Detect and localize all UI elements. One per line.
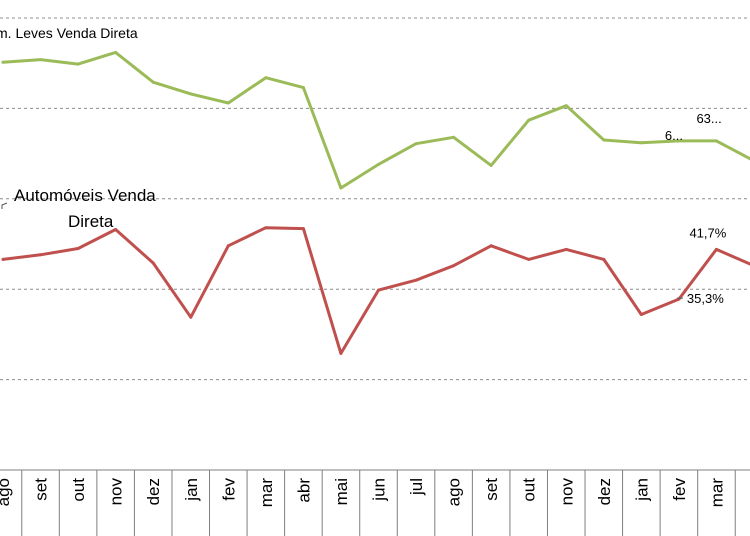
data-point xyxy=(639,313,643,316)
data-point xyxy=(151,80,155,84)
series-label-automoveis-line1: Automóveis Venda xyxy=(14,186,156,205)
x-axis xyxy=(0,469,750,536)
data-point xyxy=(714,247,718,251)
data-point xyxy=(414,278,418,282)
x-tick-label: nov xyxy=(107,478,126,506)
data-point xyxy=(114,228,118,231)
data-point xyxy=(414,142,418,146)
data-label: 41,7% xyxy=(689,225,726,240)
data-point xyxy=(452,135,456,139)
data-point xyxy=(602,257,606,261)
data-point xyxy=(1,60,5,64)
x-tick-labels: ago set out nov dez jan fev mar abr mai jun jul ago s… xyxy=(0,478,726,508)
data-point xyxy=(527,257,531,261)
data-point xyxy=(377,288,380,292)
x-tick-label: mai xyxy=(332,478,351,505)
data-point xyxy=(301,227,305,231)
data-point xyxy=(714,139,718,143)
x-tick-label: out xyxy=(520,478,539,502)
x-tick-label: out xyxy=(69,478,88,502)
x-tick-label: jan xyxy=(632,478,651,502)
data-point xyxy=(226,101,230,105)
data-point xyxy=(452,264,456,268)
data-point xyxy=(76,62,80,66)
data-point xyxy=(1,257,5,261)
data-point xyxy=(639,141,643,145)
x-tick-label: dez xyxy=(595,478,614,505)
x-tick-label: abr xyxy=(294,478,313,503)
series-line-0 xyxy=(1,50,750,190)
data-point xyxy=(189,92,193,96)
data-point xyxy=(264,76,268,80)
data-point xyxy=(339,186,343,190)
series-line-1 xyxy=(1,226,750,355)
data-point xyxy=(39,58,42,62)
series-label-automoveis-line2: Direta xyxy=(68,212,114,231)
series-label-com-leves: m. Leves Venda Direta xyxy=(0,25,138,41)
data-label: 35,3% xyxy=(687,291,724,306)
x-tick-label: ago xyxy=(445,478,464,506)
data-point xyxy=(527,118,531,122)
x-tick-label: jun xyxy=(370,478,389,502)
x-tick-label: dez xyxy=(144,478,163,505)
data-point xyxy=(76,247,80,250)
x-tick-label: mar xyxy=(707,478,726,508)
data-point xyxy=(114,50,118,54)
series-label-automoveis: Automóveis Venda Direta xyxy=(14,186,161,231)
data-point xyxy=(189,315,193,319)
data-label: 63... xyxy=(696,111,721,126)
x-tick-label: mar xyxy=(257,478,276,508)
x-tick-label: set xyxy=(482,478,501,501)
x-tick-label: jan xyxy=(182,478,201,502)
x-tick-label: ago xyxy=(0,478,13,506)
data-point xyxy=(489,244,493,248)
data-point xyxy=(489,163,493,167)
data-point xyxy=(151,261,155,265)
x-tick-label: nov xyxy=(557,478,576,506)
data-point xyxy=(377,162,380,166)
data-point xyxy=(39,253,42,257)
data-point xyxy=(226,244,230,248)
x-tick-label: fev xyxy=(670,478,689,501)
x-tick-label: fev xyxy=(219,478,238,501)
series-lines xyxy=(1,50,750,355)
x-tick-label: jul xyxy=(407,478,426,496)
data-point xyxy=(677,139,681,143)
data-point xyxy=(564,104,568,108)
data-point xyxy=(339,351,343,355)
series-label-leader-automoveis xyxy=(1,202,8,209)
data-label: 6... xyxy=(665,128,683,143)
data-point xyxy=(602,138,606,142)
series-labels: m. Leves Venda Direta Automóveis Venda D… xyxy=(0,25,161,231)
data-labels: 6... 63... 35,3% 41,7% xyxy=(665,111,727,306)
x-tick-label: set xyxy=(32,478,51,501)
data-point xyxy=(264,226,268,230)
data-point xyxy=(564,247,568,251)
data-point xyxy=(301,86,305,90)
